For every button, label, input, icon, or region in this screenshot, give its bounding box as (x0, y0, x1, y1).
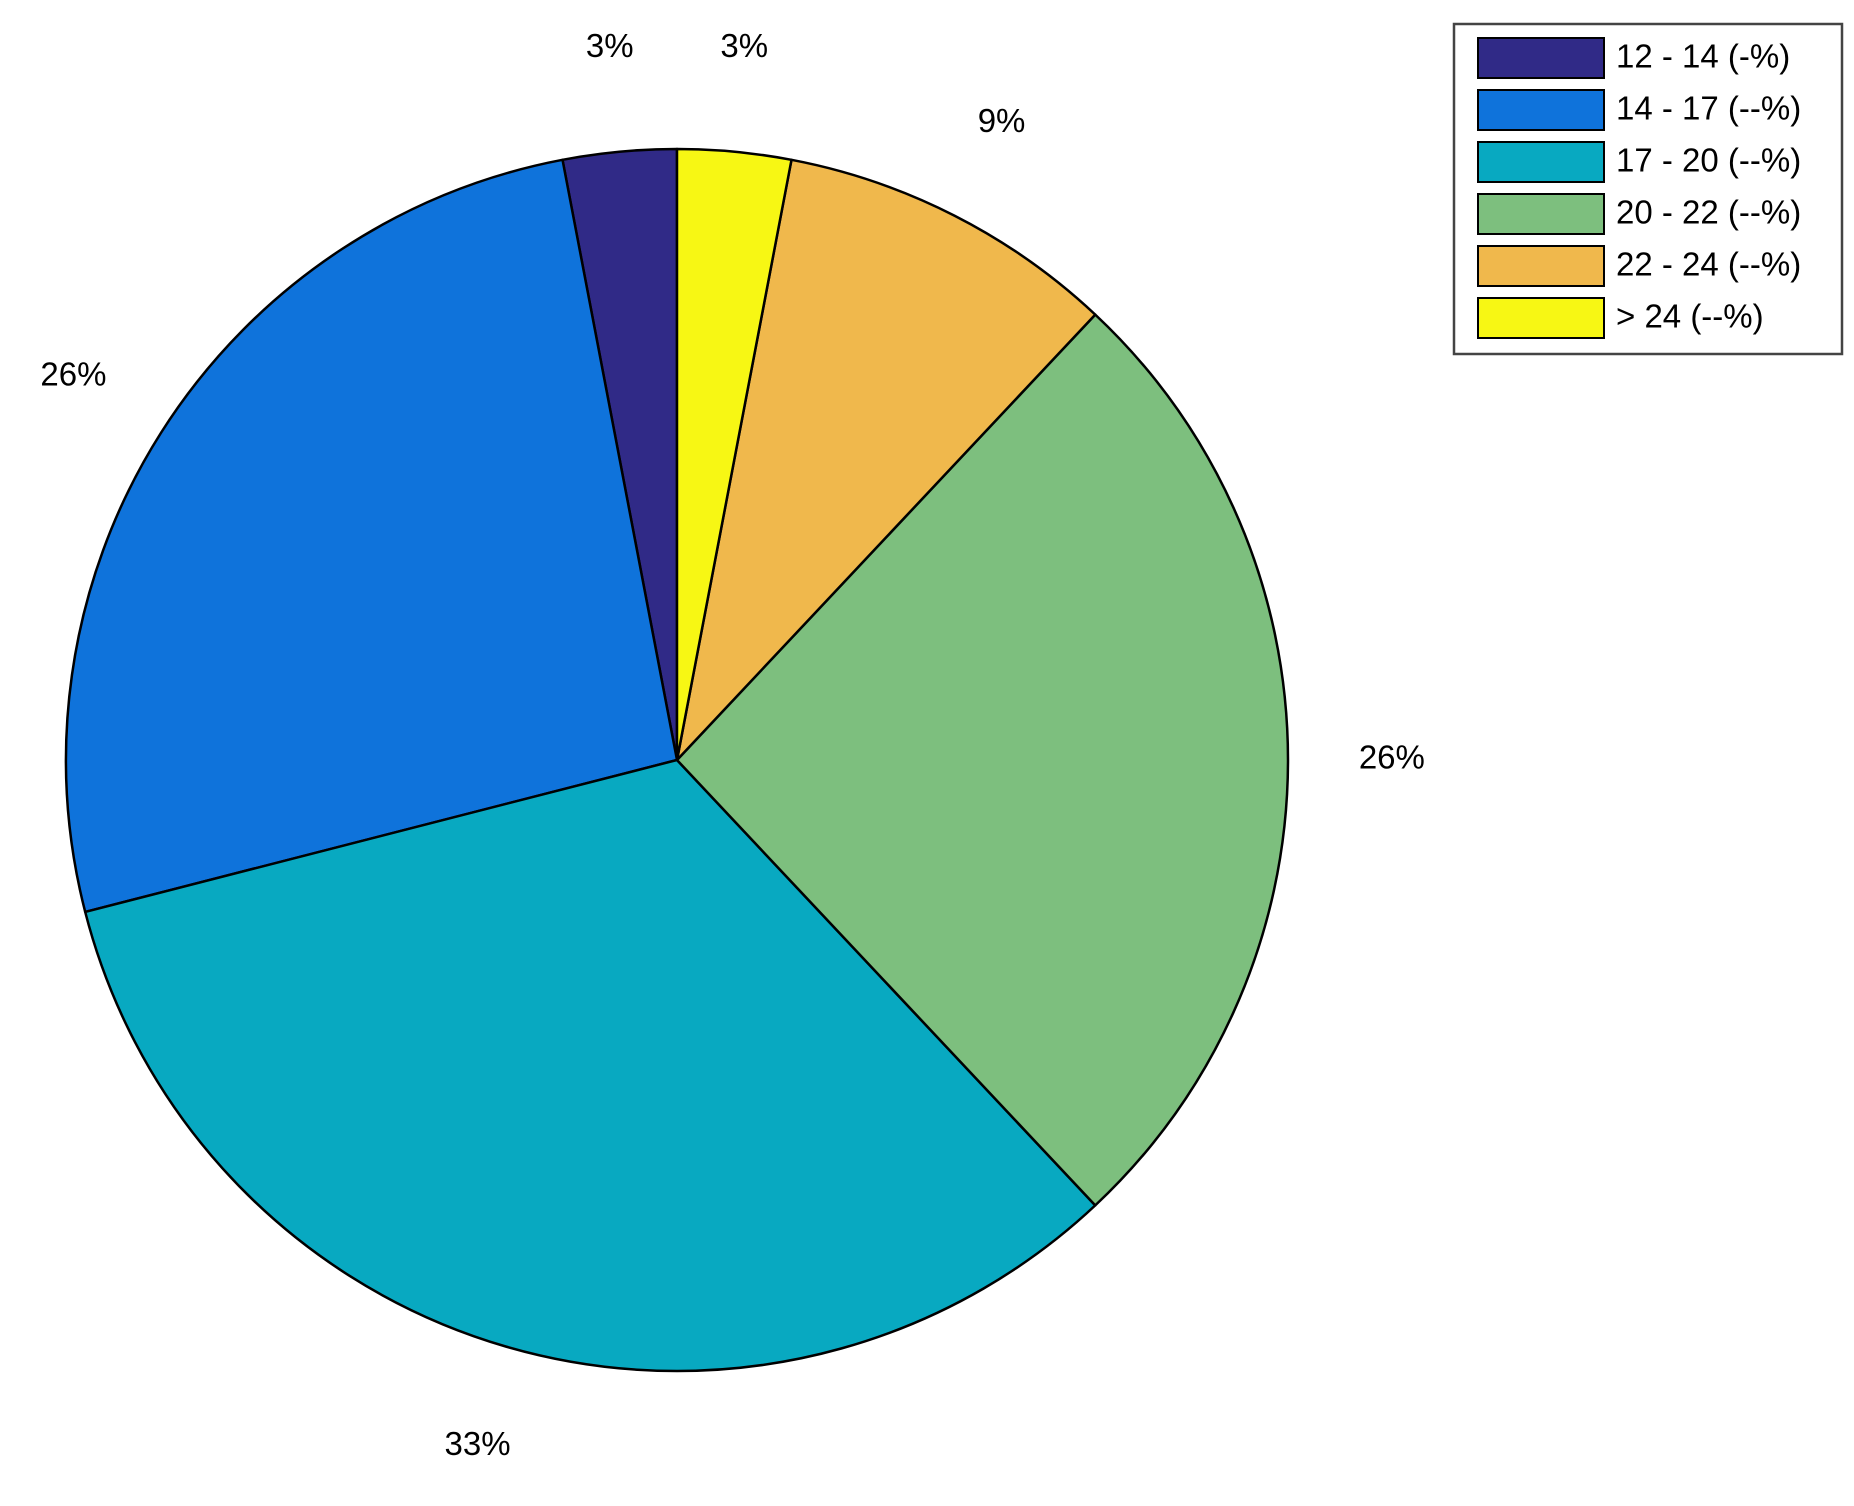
legend: 12 - 14 (-%) 14 - 17 (--%) 17 - 20 (--%) 20… (1452, 22, 1844, 356)
data-label: 26% (1359, 739, 1425, 776)
pie-slice (675, 147, 793, 762)
pie-slice (675, 158, 1097, 762)
data-label: 3% (586, 27, 634, 64)
legend-swatch (1477, 141, 1605, 183)
pie-slice (675, 313, 1290, 1207)
legend-swatch (1477, 297, 1605, 339)
pie-slice (83, 758, 1097, 1373)
legend-swatch (1477, 193, 1605, 235)
legend-swatch (1477, 245, 1605, 287)
data-label: 9% (978, 102, 1026, 139)
data-label: 26% (40, 356, 106, 393)
legend-label: > 24 (--%) (1616, 298, 1764, 335)
legend-label: 17 - 20 (--%) (1616, 142, 1801, 179)
legend-swatch (1477, 89, 1605, 131)
data-label: 33% (445, 1425, 511, 1462)
legend-label: 14 - 17 (--%) (1616, 90, 1801, 127)
legend-label: 12 - 14 (-%) (1616, 38, 1790, 75)
legend-label: 20 - 22 (--%) (1616, 194, 1801, 231)
legend-label: 22 - 24 (--%) (1616, 246, 1801, 283)
pie-slice (64, 158, 679, 914)
legend-swatch (1477, 37, 1605, 79)
data-label: 3% (720, 27, 768, 64)
